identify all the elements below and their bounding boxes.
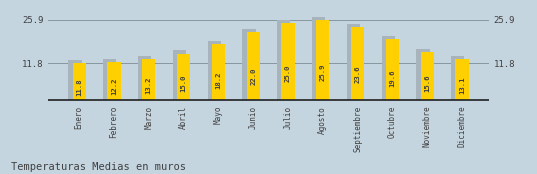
Bar — [416, 49, 430, 100]
Bar — [68, 60, 82, 100]
Text: 13.2: 13.2 — [146, 77, 152, 94]
Bar — [173, 50, 186, 100]
Bar — [347, 24, 360, 100]
Bar — [177, 54, 190, 100]
Bar — [277, 20, 291, 100]
Text: 15.0: 15.0 — [180, 75, 186, 92]
Bar — [451, 56, 465, 100]
Text: 12.2: 12.2 — [111, 78, 117, 95]
Bar — [107, 62, 121, 100]
Text: 25.9: 25.9 — [320, 63, 326, 81]
Text: 22.0: 22.0 — [250, 67, 256, 85]
Bar — [212, 44, 225, 100]
Text: 25.0: 25.0 — [285, 64, 291, 82]
Bar — [316, 20, 329, 100]
Bar — [72, 63, 86, 100]
Text: 18.2: 18.2 — [215, 71, 221, 89]
Bar — [138, 56, 151, 100]
Bar — [351, 27, 364, 100]
Bar — [142, 59, 155, 100]
Bar — [208, 41, 221, 100]
Bar — [246, 32, 260, 100]
Text: Temperaturas Medias en muros: Temperaturas Medias en muros — [11, 162, 186, 172]
Bar — [455, 59, 469, 100]
Bar — [103, 59, 117, 100]
Bar — [382, 36, 395, 100]
Bar — [312, 17, 325, 100]
Bar — [281, 23, 295, 100]
Bar — [420, 52, 434, 100]
Bar — [242, 29, 256, 100]
Text: 23.6: 23.6 — [354, 66, 361, 83]
Bar — [386, 39, 399, 100]
Text: 19.6: 19.6 — [389, 70, 395, 87]
Text: 13.1: 13.1 — [459, 77, 465, 94]
Text: 15.6: 15.6 — [424, 74, 430, 92]
Text: 11.8: 11.8 — [76, 78, 82, 96]
